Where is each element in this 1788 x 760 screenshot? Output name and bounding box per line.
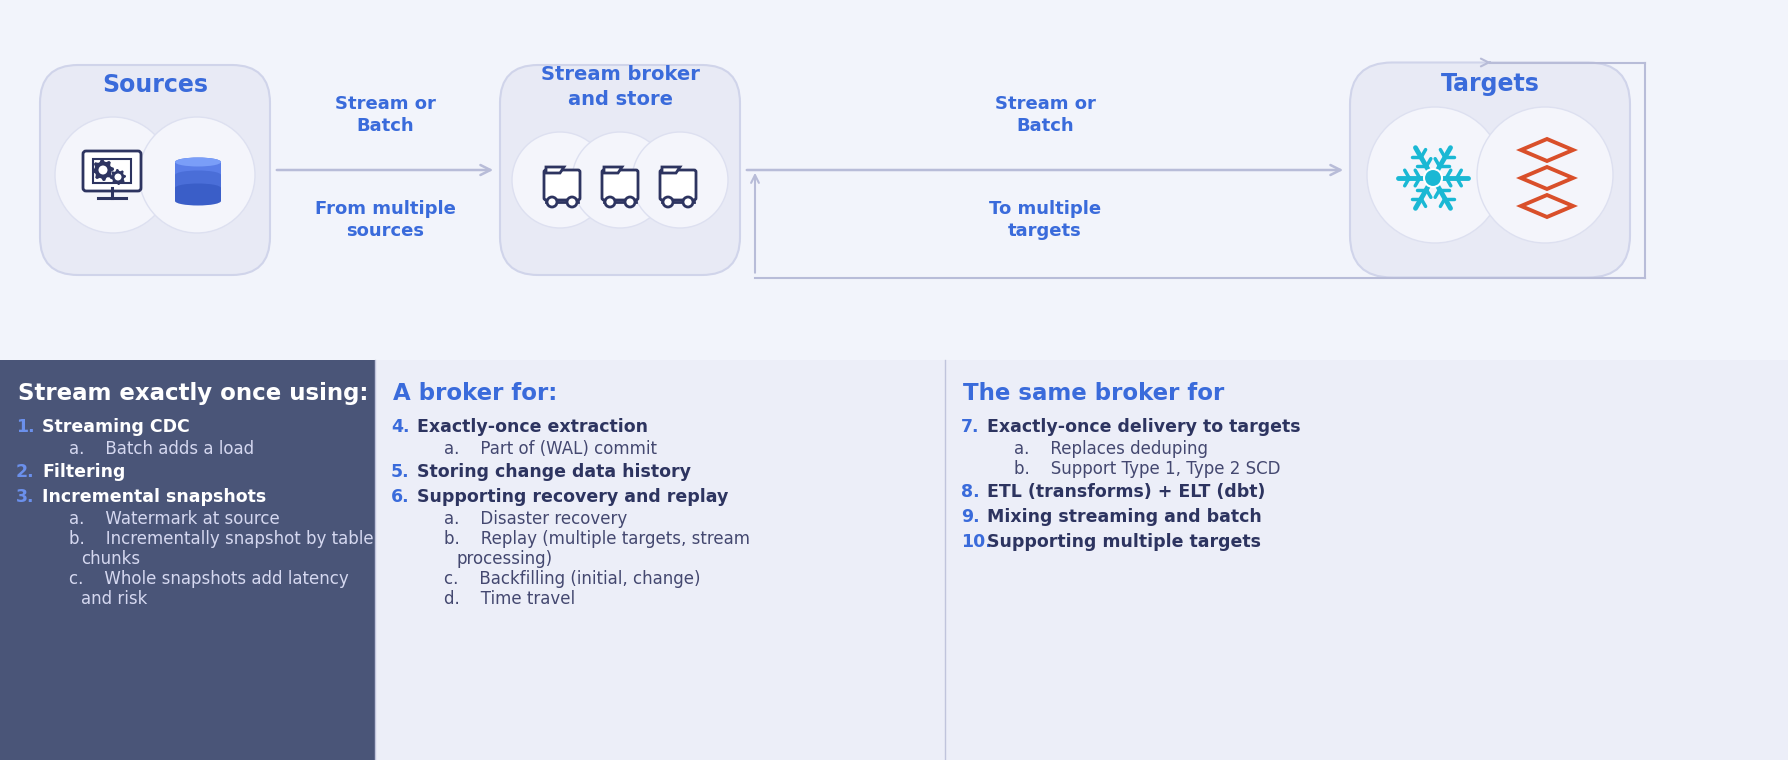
FancyBboxPatch shape [603, 170, 638, 200]
Text: chunks: chunks [80, 550, 139, 568]
Text: Supporting recovery and replay: Supporting recovery and replay [417, 488, 728, 506]
Bar [93, 159, 131, 183]
Bar [375, 360, 946, 760]
Circle shape [626, 197, 635, 207]
Circle shape [511, 132, 608, 228]
Text: Targets: Targets [1441, 72, 1539, 97]
Text: a.    Batch adds a load: a. Batch adds a load [70, 440, 254, 458]
Text: b.    Incrementally snapshot by table: b. Incrementally snapshot by table [70, 530, 374, 548]
Bar [175, 188, 222, 201]
Text: 6.: 6. [392, 488, 409, 506]
Text: a.    Watermark at source: a. Watermark at source [70, 510, 279, 528]
Text: 2.: 2. [16, 463, 34, 481]
Text: d.    Time travel: d. Time travel [443, 590, 576, 608]
Text: b.    Support Type 1, Type 2 SCD: b. Support Type 1, Type 2 SCD [1014, 460, 1280, 478]
Text: 8.: 8. [960, 483, 980, 501]
Polygon shape [91, 159, 114, 181]
Text: Stream exactly once using:: Stream exactly once using: [18, 382, 368, 405]
Ellipse shape [175, 197, 222, 205]
Circle shape [139, 117, 256, 233]
Text: Exactly-once extraction: Exactly-once extraction [417, 418, 647, 436]
Text: Filtering: Filtering [41, 463, 125, 481]
Text: and risk: and risk [80, 590, 147, 608]
FancyBboxPatch shape [501, 65, 740, 275]
Text: 3.: 3. [16, 488, 34, 506]
Circle shape [114, 173, 122, 181]
Circle shape [567, 197, 578, 207]
Circle shape [55, 117, 172, 233]
Circle shape [604, 197, 615, 207]
Bar [175, 175, 222, 188]
Text: Streaming CDC: Streaming CDC [41, 418, 190, 436]
Text: 7.: 7. [960, 418, 980, 436]
Bar [0, 0, 1788, 360]
Circle shape [547, 197, 558, 207]
FancyBboxPatch shape [1350, 62, 1631, 277]
Text: c.    Whole snapshots add latency: c. Whole snapshots add latency [70, 570, 349, 588]
Text: Storing change data history: Storing change data history [417, 463, 690, 481]
Circle shape [98, 166, 107, 175]
Text: From multiple
sources: From multiple sources [315, 200, 456, 240]
Text: 1.: 1. [16, 418, 34, 436]
Circle shape [572, 132, 669, 228]
Text: Incremental snapshots: Incremental snapshots [41, 488, 266, 506]
Text: Stream or
Batch: Stream or Batch [994, 94, 1096, 135]
Text: A broker for:: A broker for: [393, 382, 558, 405]
Text: To multiple
targets: To multiple targets [989, 200, 1101, 240]
Text: ETL (transforms) + ELT (dbt): ETL (transforms) + ELT (dbt) [987, 483, 1266, 501]
FancyBboxPatch shape [544, 170, 579, 200]
Circle shape [1423, 169, 1441, 187]
Text: 4.: 4. [392, 418, 409, 436]
Polygon shape [111, 169, 125, 185]
Polygon shape [662, 167, 679, 173]
FancyBboxPatch shape [39, 65, 270, 275]
Polygon shape [545, 167, 563, 173]
Circle shape [631, 132, 728, 228]
Text: c.    Backfilling (initial, change): c. Backfilling (initial, change) [443, 570, 701, 588]
Circle shape [1477, 107, 1613, 243]
Text: 5.: 5. [392, 463, 409, 481]
Text: Mixing streaming and batch: Mixing streaming and batch [987, 508, 1262, 526]
Bar [175, 162, 222, 175]
Circle shape [663, 197, 672, 207]
Text: a.    Disaster recovery: a. Disaster recovery [443, 510, 628, 528]
Ellipse shape [175, 183, 222, 192]
Text: b.    Replay (multiple targets, stream: b. Replay (multiple targets, stream [443, 530, 749, 548]
Circle shape [683, 197, 694, 207]
Text: Supporting multiple targets: Supporting multiple targets [987, 533, 1261, 551]
Text: Exactly-once delivery to targets: Exactly-once delivery to targets [987, 418, 1300, 436]
Text: Stream broker
and store: Stream broker and store [540, 65, 699, 109]
Ellipse shape [175, 157, 222, 166]
Text: 10.: 10. [960, 533, 992, 551]
Ellipse shape [175, 157, 222, 166]
Text: a.    Replaces deduping: a. Replaces deduping [1014, 440, 1209, 458]
FancyBboxPatch shape [82, 151, 141, 191]
Text: The same broker for: The same broker for [964, 382, 1225, 405]
FancyBboxPatch shape [660, 170, 696, 200]
Bar [946, 360, 1788, 760]
Polygon shape [604, 167, 622, 173]
Text: a.    Part of (WAL) commit: a. Part of (WAL) commit [443, 440, 656, 458]
Ellipse shape [175, 170, 222, 179]
Circle shape [1368, 107, 1504, 243]
Text: Sources: Sources [102, 73, 207, 97]
Text: processing): processing) [456, 550, 552, 568]
Text: Stream or
Batch: Stream or Batch [334, 94, 436, 135]
Text: 9.: 9. [960, 508, 980, 526]
Bar [0, 360, 375, 760]
